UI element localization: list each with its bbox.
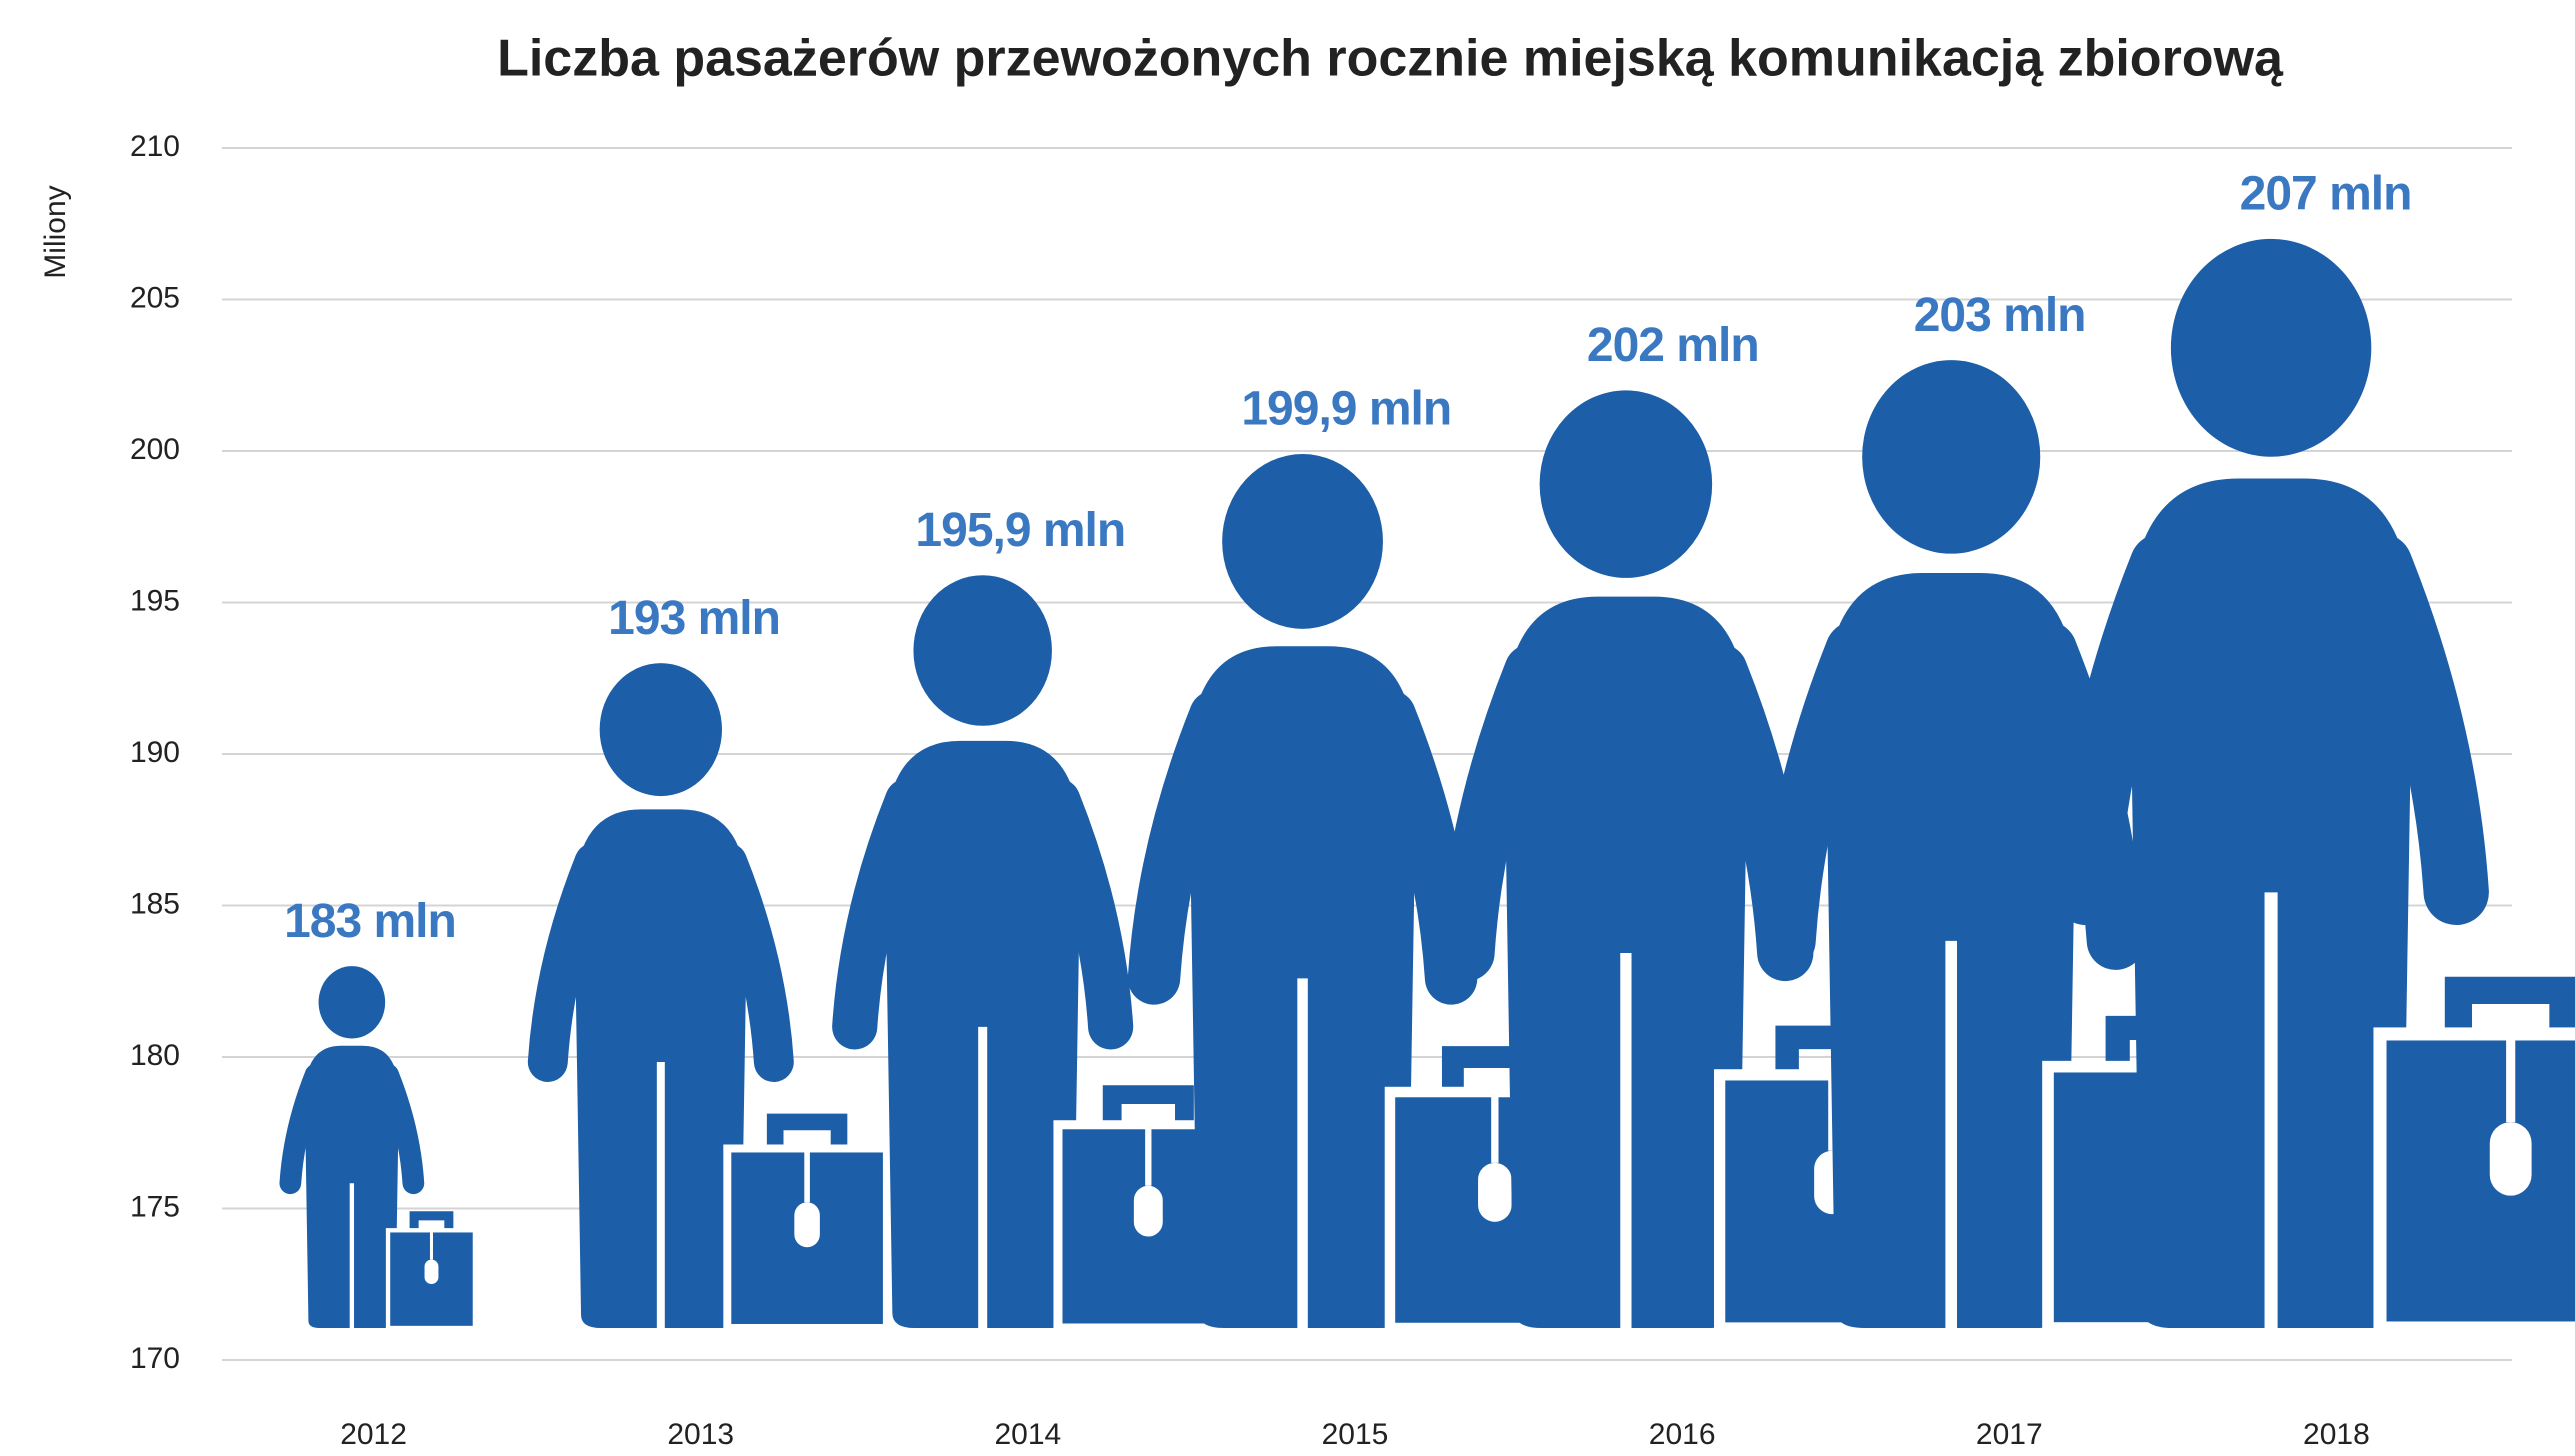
person-icon [527, 663, 891, 1335]
person-icon [2053, 238, 2575, 1339]
person-head [318, 966, 386, 1039]
y-axis-label: Miliony [39, 185, 72, 278]
person-head [1222, 454, 1383, 629]
y-tick-label: 205 [130, 281, 180, 314]
person-head [1862, 360, 2041, 554]
person-arm [2053, 532, 2195, 926]
y-tick-label: 190 [130, 736, 180, 769]
y-tick-label: 170 [130, 1342, 180, 1375]
value-label: 207 mln [2240, 168, 2412, 221]
y-tick-label: 175 [130, 1190, 180, 1223]
person-arm [1035, 778, 1134, 1050]
person-arm [2347, 532, 2489, 926]
x-tick-label: 2012 [340, 1418, 407, 1451]
x-tick-label: 2018 [2303, 1418, 2370, 1451]
person-arm [1438, 643, 1561, 982]
suitcase-lock [1478, 1162, 1512, 1222]
person-arm [527, 842, 615, 1082]
person-head [2170, 238, 2372, 457]
y-tick-label: 210 [130, 130, 180, 163]
x-tick-label: 2014 [994, 1418, 1061, 1451]
x-tick-label: 2016 [1649, 1418, 1716, 1451]
value-label: 193 mln [608, 592, 780, 645]
suitcase-handle [409, 1211, 454, 1231]
suitcase [2373, 1027, 2575, 1335]
person-icon [1127, 454, 1605, 1337]
x-tick-label: 2015 [1322, 1418, 1389, 1451]
value-label: 199,9 mln [1241, 383, 1451, 436]
suitcase-lock [1133, 1185, 1163, 1237]
value-label: 202 mln [1587, 319, 1759, 372]
suitcase-handle [1102, 1085, 1194, 1125]
y-tick-label: 200 [130, 433, 180, 466]
chart-title: Liczba pasażerów przewożonych rocznie mi… [497, 30, 2284, 88]
x-tick-label: 2017 [1976, 1418, 2043, 1451]
suitcase-handle [766, 1113, 848, 1149]
person-arm [377, 1063, 425, 1195]
y-tick-label: 195 [130, 584, 180, 617]
suitcase-lock [794, 1202, 820, 1248]
person-arm [1757, 621, 1884, 970]
person-head [599, 663, 722, 797]
suitcase-lock [2489, 1122, 2532, 1196]
x-tick-label: 2013 [667, 1418, 734, 1451]
person-arm [832, 778, 930, 1050]
value-label: 195,9 mln [915, 504, 1125, 557]
suitcase-handle [2444, 976, 2575, 1034]
person-arm [1127, 690, 1242, 1005]
person-arm [279, 1063, 327, 1195]
person-icon [832, 575, 1244, 1336]
y-tick-label: 180 [130, 1039, 180, 1072]
y-tick-label: 185 [130, 887, 180, 920]
person-head [1539, 390, 1713, 578]
person-arm [707, 842, 794, 1082]
person-icon [279, 966, 478, 1332]
suitcase-lock [424, 1259, 439, 1285]
value-label: 203 mln [1914, 289, 2086, 342]
value-label: 183 mln [284, 895, 456, 948]
person-head [913, 575, 1052, 726]
